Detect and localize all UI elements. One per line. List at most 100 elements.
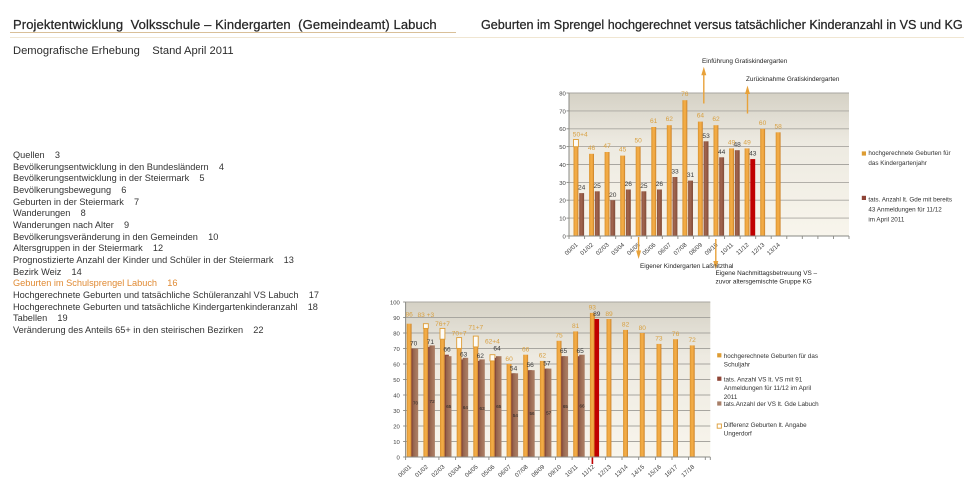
svg-text:12/13: 12/13 — [750, 241, 766, 257]
svg-text:65: 65 — [560, 348, 568, 355]
svg-text:08/09: 08/09 — [530, 463, 546, 479]
svg-text:76+7: 76+7 — [435, 321, 450, 328]
svg-text:64: 64 — [493, 345, 501, 352]
svg-text:14/15: 14/15 — [630, 463, 646, 479]
svg-text:04/05: 04/05 — [464, 463, 480, 479]
svg-text:Eigener Kindergarten Laßnitzth: Eigener Kindergarten Laßnitzthal — [640, 263, 733, 270]
svg-text:71: 71 — [427, 339, 435, 346]
svg-text:54: 54 — [513, 413, 519, 418]
svg-text:50+4: 50+4 — [573, 131, 588, 138]
svg-text:10/11: 10/11 — [719, 241, 735, 257]
svg-text:01/02: 01/02 — [579, 241, 595, 257]
svg-text:hochgerechnete Geburten für: hochgerechnete Geburten für — [868, 150, 950, 157]
svg-text:11/12: 11/12 — [735, 241, 751, 257]
svg-text:50: 50 — [635, 138, 643, 145]
svg-text:30: 30 — [559, 181, 566, 187]
svg-text:45: 45 — [619, 147, 627, 154]
svg-text:44: 44 — [718, 149, 726, 156]
svg-text:70: 70 — [559, 109, 566, 115]
svg-text:80: 80 — [559, 91, 566, 97]
svg-text:00/01: 00/01 — [397, 463, 413, 479]
svg-text:26: 26 — [625, 181, 633, 188]
svg-text:06/07: 06/07 — [497, 463, 513, 479]
svg-text:06/07: 06/07 — [657, 241, 673, 257]
svg-text:20: 20 — [609, 192, 617, 199]
svg-text:Schuljahr: Schuljahr — [724, 362, 750, 369]
svg-text:49: 49 — [728, 139, 736, 146]
svg-text:tats. Anzahl lt. Gde mit berei: tats. Anzahl lt. Gde mit bereits — [868, 197, 952, 204]
svg-text:das Kindergartenjahr: das Kindergartenjahr — [868, 160, 926, 167]
svg-text:56: 56 — [529, 411, 535, 416]
svg-text:40: 40 — [393, 393, 400, 399]
svg-text:20: 20 — [393, 424, 400, 430]
svg-text:09/10: 09/10 — [704, 241, 720, 257]
svg-text:72: 72 — [430, 399, 436, 404]
svg-text:43: 43 — [749, 151, 757, 158]
svg-text:65: 65 — [563, 404, 569, 409]
svg-text:56: 56 — [527, 362, 535, 369]
svg-text:Eigene Nachmittagsbetreuung VS: Eigene Nachmittagsbetreuung VS – — [716, 270, 818, 277]
svg-text:01/02: 01/02 — [414, 463, 430, 479]
svg-text:0: 0 — [563, 234, 567, 240]
svg-text:tats. Anzahl VS lt. VS mit 91: tats. Anzahl VS lt. VS mit 91 — [724, 376, 803, 383]
svg-text:26: 26 — [656, 181, 664, 188]
svg-text:08/09: 08/09 — [688, 241, 704, 257]
svg-text:60: 60 — [505, 356, 513, 363]
svg-text:46: 46 — [588, 145, 596, 152]
svg-text:49: 49 — [743, 139, 751, 146]
svg-text:33: 33 — [671, 169, 679, 176]
svg-text:05/06: 05/06 — [641, 241, 657, 257]
svg-text:40: 40 — [559, 163, 566, 169]
svg-text:25: 25 — [594, 183, 602, 190]
svg-text:13/14: 13/14 — [766, 241, 782, 257]
svg-text:65: 65 — [577, 348, 585, 355]
svg-text:62: 62 — [712, 116, 720, 123]
svg-text:76: 76 — [672, 331, 680, 338]
svg-text:100: 100 — [390, 300, 401, 306]
svg-text:66: 66 — [522, 347, 530, 354]
svg-text:im April 2011: im April 2011 — [868, 217, 904, 224]
svg-text:57: 57 — [546, 410, 552, 415]
svg-text:2011: 2011 — [724, 394, 738, 401]
svg-text:02/03: 02/03 — [430, 463, 446, 479]
svg-text:00/01: 00/01 — [564, 241, 580, 257]
svg-text:50: 50 — [559, 145, 566, 151]
svg-text:10: 10 — [559, 217, 566, 223]
svg-text:60: 60 — [559, 127, 566, 133]
svg-text:82: 82 — [622, 322, 630, 329]
svg-text:Differenz Geburten lt. Angabe: Differenz Geburten lt. Angabe — [724, 422, 807, 429]
svg-text:76: 76 — [681, 91, 689, 98]
svg-text:07/08: 07/08 — [514, 463, 530, 479]
svg-text:61: 61 — [650, 118, 658, 125]
svg-text:48: 48 — [734, 142, 742, 149]
svg-text:50: 50 — [393, 378, 400, 384]
svg-text:16/17: 16/17 — [663, 463, 679, 479]
svg-text:89: 89 — [593, 311, 601, 318]
svg-text:90: 90 — [393, 316, 400, 322]
svg-text:47: 47 — [603, 143, 611, 150]
svg-text:Zurücknahme Gratiskindergarten: Zurücknahme Gratiskindergarten — [746, 76, 840, 83]
svg-text:13/14: 13/14 — [614, 463, 630, 479]
svg-text:11/12: 11/12 — [581, 463, 597, 479]
svg-text:07/08: 07/08 — [672, 241, 688, 257]
svg-text:60: 60 — [759, 120, 767, 127]
svg-text:hochgerechnete Geburten für da: hochgerechnete Geburten für das — [724, 353, 818, 360]
svg-text:64: 64 — [697, 113, 705, 120]
svg-text:31: 31 — [687, 172, 695, 179]
svg-text:62: 62 — [539, 353, 547, 360]
svg-text:24: 24 — [578, 185, 586, 192]
svg-text:63: 63 — [460, 351, 468, 358]
svg-text:70: 70 — [413, 400, 419, 405]
svg-text:62: 62 — [477, 353, 485, 360]
svg-text:Ungerdorf: Ungerdorf — [724, 431, 752, 438]
svg-text:05/06: 05/06 — [480, 463, 496, 479]
svg-text:Einführung Gratiskindergarten: Einführung Gratiskindergarten — [702, 58, 788, 65]
svg-text:70: 70 — [393, 347, 400, 353]
svg-text:09/10: 09/10 — [547, 463, 563, 479]
svg-text:80: 80 — [639, 325, 647, 332]
svg-text:64: 64 — [463, 405, 469, 410]
svg-text:tats.Anzahl der VS lt. Gde Lab: tats.Anzahl der VS lt. Gde Labuch — [724, 401, 819, 408]
svg-text:25: 25 — [640, 183, 648, 190]
svg-text:03/04: 03/04 — [447, 463, 463, 479]
svg-text:02/03: 02/03 — [595, 241, 611, 257]
